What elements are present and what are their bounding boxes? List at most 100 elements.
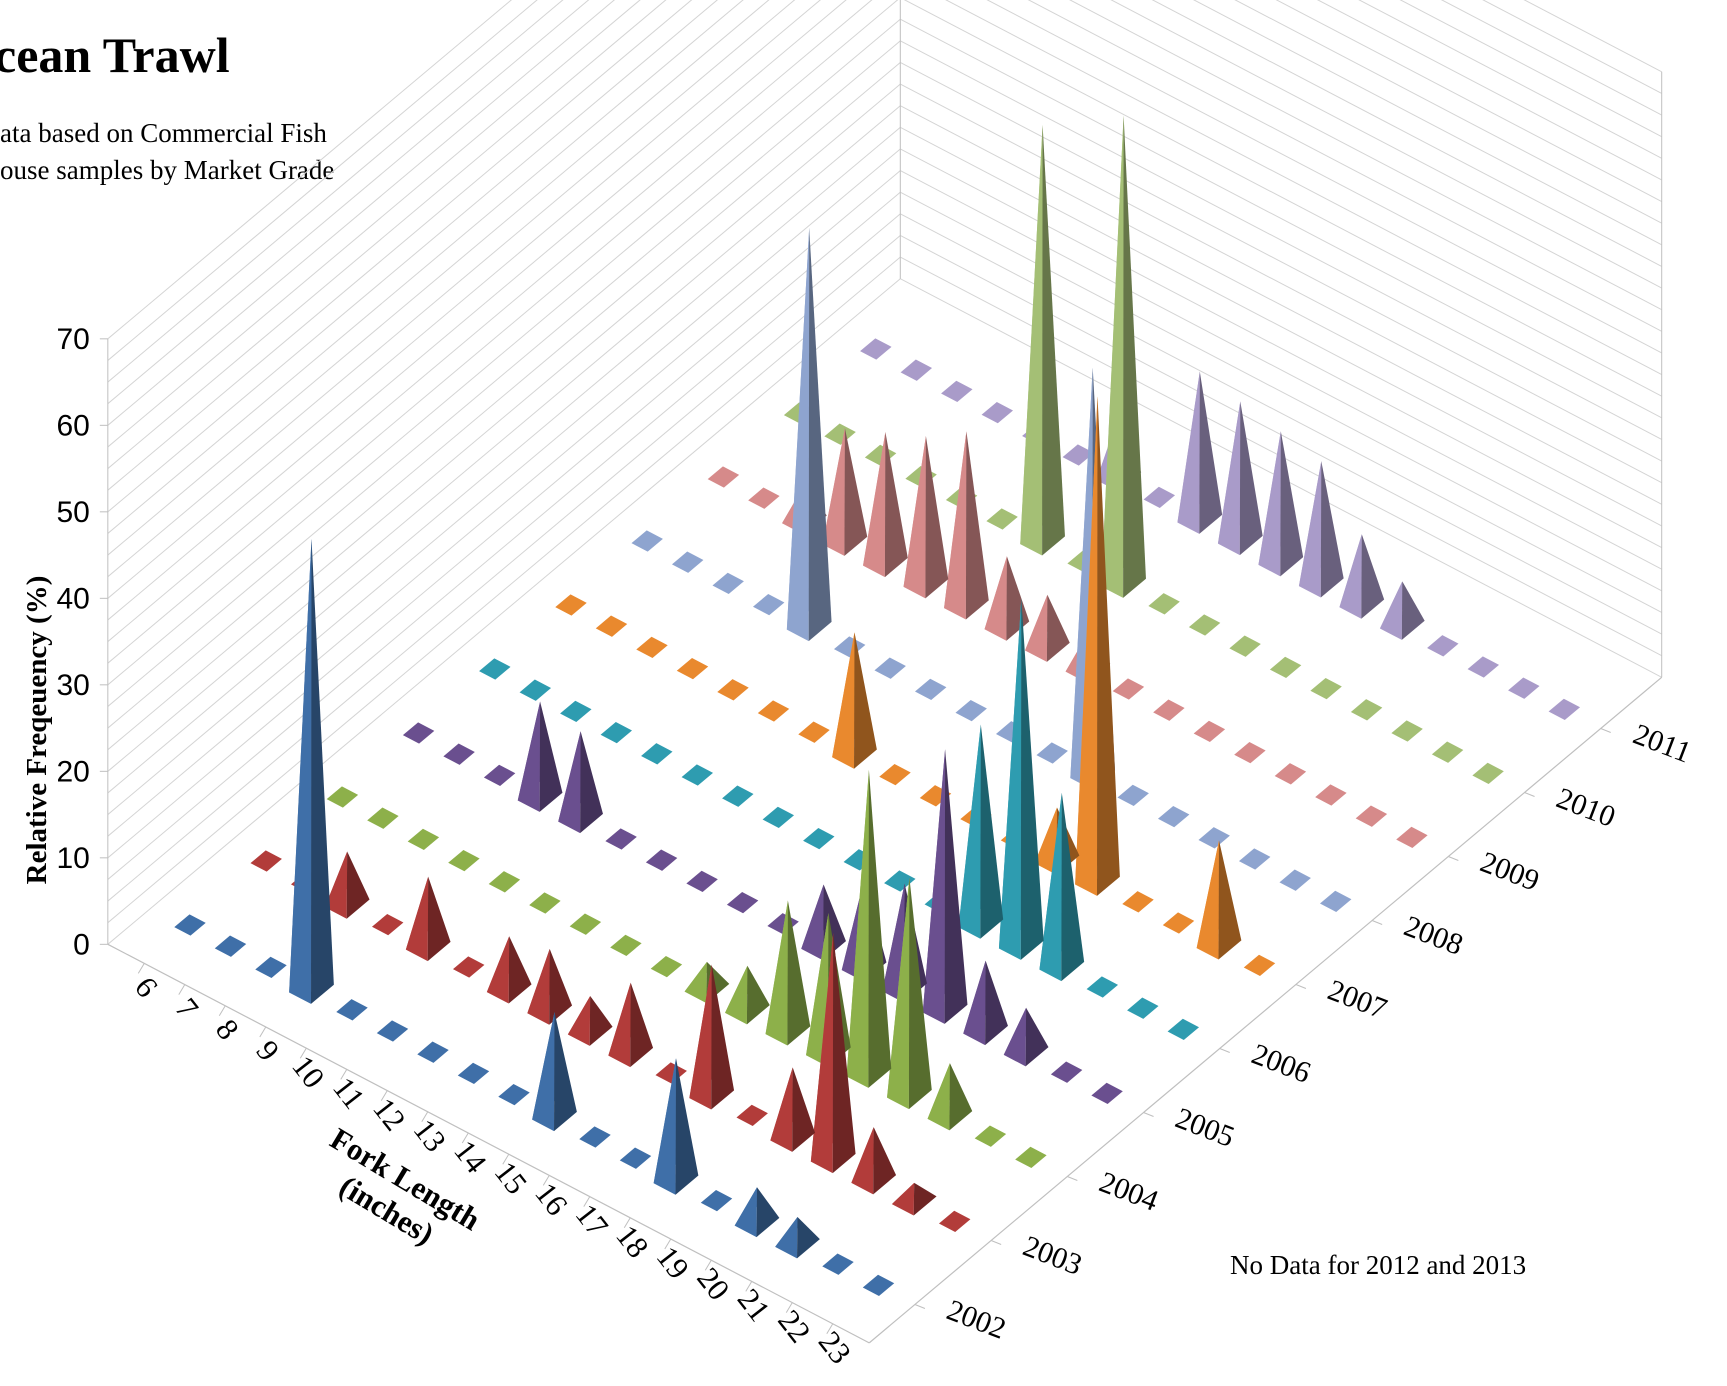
zero-bar [1167,1018,1200,1041]
zero-bar [1431,741,1464,763]
zero-bar [803,827,835,850]
zero-bar [336,999,368,1021]
pyramid-bar [1217,401,1263,556]
zero-bar [1188,614,1221,636]
x-tick [745,1281,753,1292]
zero-bar [986,508,1018,530]
bar-face [1034,807,1057,875]
depth-tick [1143,1112,1154,1117]
y-tick-label: 40 [56,582,89,615]
zero-bar [1396,826,1428,849]
x-tick [421,1111,429,1123]
zero-bar [498,1083,530,1106]
zero-bar [1198,827,1230,849]
depth-tick-label: 2007 [1323,973,1391,1025]
bar-face [908,877,932,1110]
zero-bar [367,807,399,829]
bar-face [1401,581,1425,640]
zero-bar [955,699,987,722]
zero-bar [1350,699,1383,721]
zero-bar [326,786,359,808]
bar-face [1039,792,1062,982]
bar-face [792,1067,816,1152]
gridline [107,0,1662,405]
pyramid-bar [1025,594,1070,662]
zero-bar [519,679,552,701]
x-tick [664,1238,672,1250]
bar-face [810,932,834,1174]
x-tick-label: 22 [771,1303,818,1349]
zero-bar [579,1126,611,1148]
pyramid-bar [558,731,603,834]
y-tick-label: 60 [56,409,89,442]
pyramid-bar [1177,371,1223,534]
zero-bar [938,1210,971,1233]
zero-bar [1391,720,1423,742]
zero-bar [824,423,856,445]
gridline [107,0,1662,513]
bar-face [949,1063,973,1131]
pyramid-bar [810,932,856,1174]
bar-face [854,632,877,769]
bar-face [1101,115,1124,598]
y-tick-label: 10 [56,842,89,875]
depth-tick [1600,728,1611,733]
bar-face [1339,534,1362,619]
x-tick [583,1196,591,1207]
x-tick [826,1323,834,1335]
x-tick-label: 7 [168,991,205,1025]
zero-bar [879,763,911,786]
zero-bar [1315,784,1347,806]
zero-bar [529,892,561,914]
gridline [107,0,1662,469]
pyramid-bar [863,432,908,578]
y-tick-label: 0 [73,928,90,961]
x-tick-label: 14 [447,1134,494,1180]
depth-tick-label: 2004 [1095,1165,1163,1217]
zero-bar [600,721,633,744]
bar-face [1258,431,1281,577]
zero-bar [1269,656,1302,679]
zero-bar [874,657,906,679]
zero-bar [555,594,587,616]
zero-bar [655,1062,687,1084]
bar-face [903,435,926,599]
gridline [107,0,1662,361]
bar-face [508,936,532,1004]
zero-bar [610,934,642,957]
bar-face [770,1067,793,1152]
x-tick [785,1302,793,1313]
zero-bar [255,956,287,979]
zero-bar [650,955,683,978]
zero-bar [914,678,947,701]
zero-bar [417,1041,449,1063]
bar-face [689,964,712,1110]
bar-face [806,913,829,1067]
pyramid-bar [822,428,868,556]
gridline [107,0,1662,383]
no-data-note: No Data for 2012 and 2013 [1230,1250,1527,1280]
zero-bar [605,828,637,850]
bar-face [711,964,735,1110]
zero-bar [214,935,247,957]
pyramid-bar [608,982,654,1068]
bar-face [884,432,908,578]
x-tick [502,1153,510,1165]
y-tick-label: 50 [56,496,89,529]
gridline [107,0,1662,556]
x-tick [137,963,145,974]
depth-tick [1448,856,1459,861]
zero-bar [862,1274,895,1297]
bar-face [1006,556,1030,641]
pyramid-bar [1003,1007,1049,1067]
x-tick [299,1047,307,1059]
depth-tick [1067,1176,1078,1181]
zero-bar [1467,656,1500,678]
bar-face [589,996,613,1046]
zero-bar [884,870,916,892]
pyramid-bar [1101,115,1146,598]
bar-face [887,877,910,1110]
bar-face [324,851,348,919]
x-tick-label: 18 [609,1218,656,1264]
